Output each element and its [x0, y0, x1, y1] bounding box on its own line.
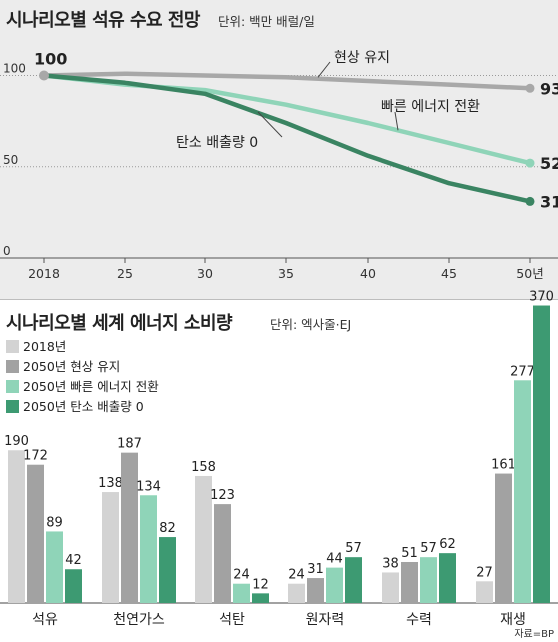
series-label-3: 탄소 배출량 0 [176, 135, 258, 151]
bar-value-label: 42 [65, 553, 82, 568]
bar-value-label: 158 [191, 460, 216, 475]
x-tick-label: 40 [360, 266, 376, 281]
bar [326, 567, 343, 603]
series-end-dot-3 [525, 196, 535, 206]
bar [233, 583, 250, 603]
bar [345, 557, 362, 603]
bar [121, 452, 138, 603]
bar [159, 537, 176, 603]
bar [514, 380, 531, 603]
bar-value-label: 12 [252, 577, 269, 592]
bar [214, 504, 231, 603]
series-label-1: 현상 유지 [334, 50, 390, 66]
x-tick-label: 35 [278, 266, 294, 281]
bar [476, 581, 493, 603]
bar [420, 557, 437, 603]
bar [27, 464, 44, 603]
category-label: 석유 [32, 612, 58, 628]
bar-value-label: 44 [326, 552, 343, 567]
bar [495, 473, 512, 603]
bar [195, 475, 212, 603]
leader-line-3 [257, 111, 283, 138]
x-tick-label: 50년 [516, 266, 543, 281]
bar-value-label: 190 [4, 434, 29, 449]
series-line-1 [41, 71, 533, 91]
bar-value-label: 27 [476, 565, 493, 580]
category-label: 수력 [406, 612, 432, 628]
bar [439, 553, 456, 603]
series-end-value: 31 [540, 192, 558, 211]
bar-value-label: 38 [382, 556, 399, 571]
bar-value-label: 31 [307, 562, 324, 577]
y-tick-label: 100 [3, 62, 26, 76]
leader-line-1 [317, 61, 331, 78]
bar-value-label: 187 [117, 437, 142, 452]
x-tick-label: 2018 [28, 266, 60, 281]
bar [102, 492, 119, 603]
bar-value-label: 89 [46, 515, 63, 530]
bar [382, 572, 399, 603]
bar [401, 561, 418, 603]
bar-value-label: 24 [233, 568, 250, 583]
legend-swatch [6, 400, 19, 413]
bar [140, 495, 157, 603]
line-chart-unit: 단위: 백만 배럴/일 [218, 14, 315, 29]
bar-value-label: 62 [439, 537, 456, 552]
x-tick-label: 30 [197, 266, 213, 281]
bar-chart-unit: 단위: 엑사줄·EJ [270, 317, 352, 332]
legend-swatch [6, 380, 19, 393]
bar [65, 569, 82, 603]
legend-label: 2050년 탄소 배출량 0 [23, 399, 144, 414]
bar [533, 305, 550, 603]
category-label: 석탄 [219, 612, 245, 628]
bar [307, 578, 324, 603]
bar-chart-title: 시나리오별 세계 에너지 소비량 [6, 313, 233, 334]
panel-divider [0, 299, 558, 300]
bar-value-label: 138 [98, 476, 123, 491]
bar-value-label: 370 [529, 290, 554, 305]
legend-label: 2050년 현상 유지 [23, 359, 120, 374]
line-chart: 0 50 100 2018 25 30 35 40 45 50년 93 52 31 100 현상 유지빠른 … [0, 50, 558, 281]
bar-value-label: 123 [210, 488, 235, 503]
category-label: 천연가스 [113, 612, 165, 628]
bar-value-label: 51 [401, 546, 418, 561]
bar [46, 531, 63, 603]
bar [288, 583, 305, 603]
y-tick-label: 0 [3, 244, 11, 258]
series-end-value: 93 [540, 79, 558, 98]
line-chart-title: 시나리오별 석유 수요 전망 [6, 10, 200, 31]
category-label: 원자력 [306, 612, 345, 628]
line-chart-panel [0, 0, 558, 300]
legend-swatch [6, 360, 19, 373]
series-end-value: 52 [540, 154, 558, 173]
bar-value-label: 134 [136, 479, 161, 494]
x-tick-label: 25 [117, 266, 133, 281]
series-end-dot-2 [525, 158, 535, 168]
bar-value-label: 82 [159, 521, 176, 536]
bar-value-label: 57 [345, 541, 362, 556]
bar-value-label: 172 [23, 449, 48, 464]
series-end-dot-1 [525, 83, 535, 93]
bar-value-label: 57 [420, 541, 437, 556]
legend-swatch [6, 340, 19, 353]
series-label-2: 빠른 에너지 전환 [381, 99, 480, 115]
bar-value-label: 277 [510, 364, 535, 379]
bar-value-label: 24 [288, 568, 305, 583]
bar-value-label: 161 [491, 458, 516, 473]
legend-label: 2050년 빠른 에너지 전환 [23, 379, 159, 394]
legend-label: 2018년 [23, 339, 66, 354]
start-value: 100 [34, 50, 67, 69]
y-tick-label: 50 [3, 153, 18, 167]
bar [8, 450, 25, 603]
source-note: 자료=BP [514, 629, 554, 640]
leader-line-2 [394, 111, 399, 131]
bar [252, 593, 269, 603]
bar-chart-panel [0, 300, 558, 642]
category-label: 재생 [500, 612, 526, 628]
start-dot [39, 70, 49, 81]
series-line-3 [41, 73, 533, 204]
x-tick-label: 45 [441, 266, 457, 281]
